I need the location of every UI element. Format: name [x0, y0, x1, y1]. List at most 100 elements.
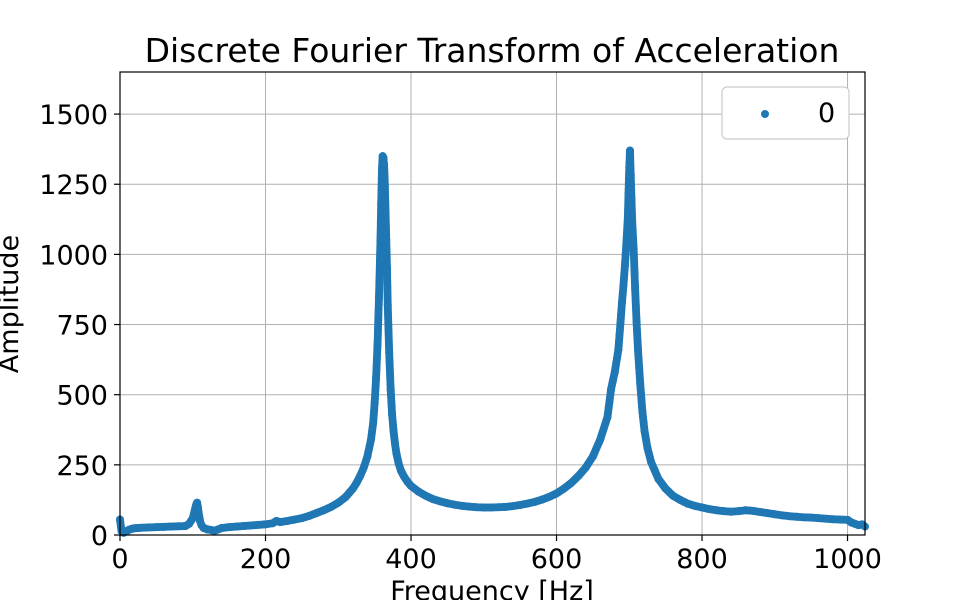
data-point [334, 498, 343, 507]
data-point [379, 153, 388, 162]
data-point [734, 507, 743, 516]
data-point [523, 499, 532, 508]
data-point [386, 385, 395, 394]
plot-frame [119, 71, 866, 536]
data-point [261, 520, 270, 529]
data-point [465, 502, 474, 511]
data-point [719, 507, 728, 516]
x-tick-label: 400 [385, 544, 437, 575]
data-point [494, 503, 503, 512]
data-point [559, 484, 568, 493]
data-point [610, 368, 619, 377]
data-point [363, 452, 372, 461]
data-point [620, 261, 629, 270]
data-point [643, 444, 652, 453]
data-point [377, 199, 386, 208]
data-point [748, 506, 757, 515]
x-tick-label: 1000 [813, 544, 882, 575]
data-point [225, 523, 234, 532]
data-point [705, 505, 714, 514]
data-point [676, 495, 685, 504]
data-point [654, 474, 663, 483]
data-point [391, 439, 400, 448]
data-point [807, 513, 816, 522]
grid [119, 72, 865, 536]
data-point [618, 298, 627, 307]
data-point [375, 292, 384, 301]
data-point [785, 512, 794, 521]
data-point [385, 348, 394, 357]
x-tick-label: 800 [676, 544, 728, 575]
data-point [356, 472, 365, 481]
data-point [407, 481, 416, 490]
data-point [799, 513, 808, 522]
data-point [627, 194, 636, 203]
data-point [552, 489, 561, 498]
data-point [530, 497, 539, 506]
data-point [373, 340, 382, 349]
data-point [636, 379, 645, 388]
x-tick-label: 200 [240, 544, 292, 575]
data-point [194, 508, 203, 517]
data-point [690, 501, 699, 510]
data-point [443, 499, 452, 508]
data-point [828, 515, 837, 524]
data-point [381, 208, 390, 217]
data-point [756, 507, 765, 516]
data-point [631, 284, 640, 293]
legend-label: 0 [818, 98, 835, 129]
data-point [814, 514, 823, 523]
data-point [450, 500, 459, 509]
data-point [638, 407, 647, 416]
data-point [392, 449, 401, 458]
data-point [389, 427, 398, 436]
data-point [581, 463, 590, 472]
data-point [382, 236, 391, 245]
data-point [712, 506, 721, 515]
data-point [770, 510, 779, 519]
x-tick-label: 600 [531, 544, 583, 575]
data-point [428, 495, 437, 504]
data-point [574, 472, 583, 481]
data-point [370, 399, 379, 408]
data-point [607, 385, 616, 394]
data-point [626, 171, 635, 180]
data-point [305, 511, 314, 520]
data-point [174, 522, 183, 531]
y-tick-label: 500 [56, 381, 108, 412]
data-point [388, 410, 397, 419]
data-point [836, 515, 845, 524]
data-point [239, 522, 248, 531]
data-point [763, 509, 772, 518]
data-point [369, 418, 378, 427]
legend-marker [761, 110, 769, 118]
data-point [380, 160, 389, 169]
data-point [232, 522, 241, 531]
data-point [479, 503, 488, 512]
y-tick-label: 1250 [39, 170, 108, 201]
data-point [359, 463, 368, 472]
data-point [283, 516, 292, 525]
chart-title: Discrete Fourier Transform of Accelerati… [145, 31, 840, 70]
data-point [290, 515, 299, 524]
data-point [545, 492, 554, 501]
data-point [698, 503, 707, 512]
data-point [537, 495, 546, 504]
data-point [188, 514, 197, 523]
data-point [622, 239, 631, 248]
data-point [792, 512, 801, 521]
data-point [383, 300, 392, 309]
data-point [380, 180, 389, 189]
data-point [254, 520, 263, 529]
data-point [628, 216, 637, 225]
data-point [376, 236, 385, 245]
data-point [629, 244, 638, 253]
data-point [508, 502, 517, 511]
data-point [246, 521, 255, 530]
data-point [650, 466, 659, 475]
data-point [516, 500, 525, 509]
data-point [145, 523, 154, 532]
data-point [152, 523, 161, 532]
data-point [727, 507, 736, 516]
